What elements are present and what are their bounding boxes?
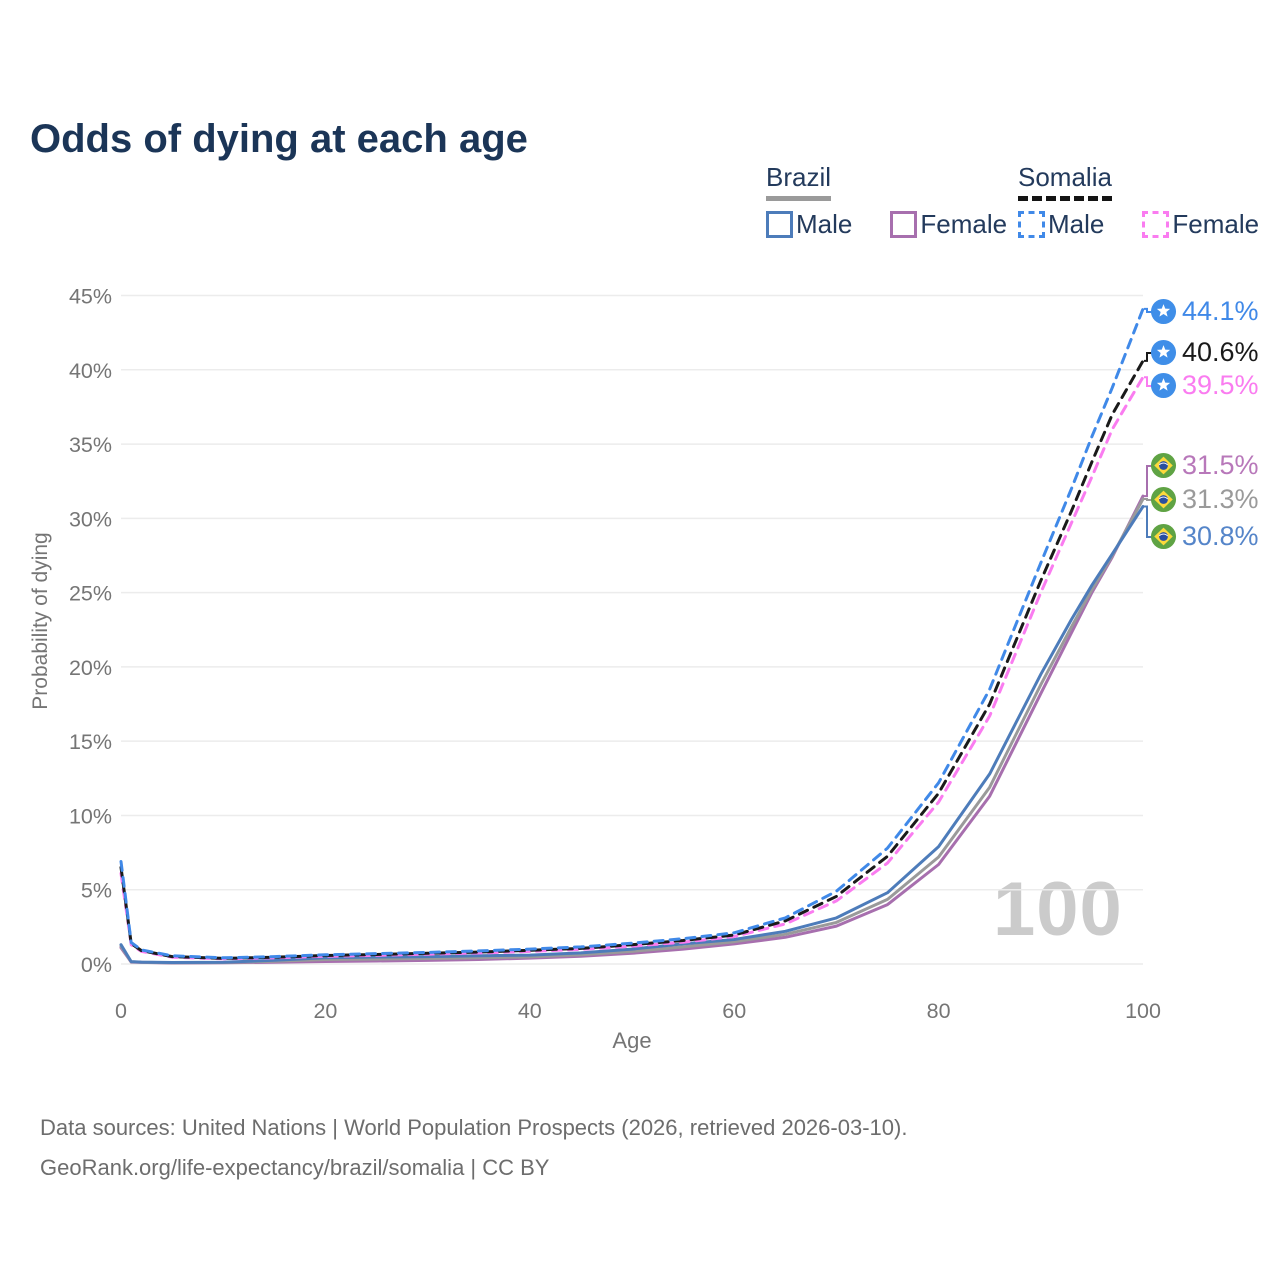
end-label-value: 31.3% <box>1182 484 1259 514</box>
y-tick-label-45: 45% <box>69 285 112 309</box>
y-tick-label-25: 25% <box>69 582 112 606</box>
label-connector-brazil_female <box>1144 465 1152 498</box>
brazil-flag-icon <box>1150 523 1177 550</box>
somalia-flag-icon <box>1150 372 1177 399</box>
end-label-somalia-both[interactable]: 40.6% <box>1150 337 1259 368</box>
y-tick-label-0: 0% <box>81 953 112 977</box>
end-label-value: 31.5% <box>1182 450 1259 480</box>
data-source-line2: GeoRank.org/life-expectancy/brazil/somal… <box>40 1155 550 1180</box>
end-label-value: 39.5% <box>1182 370 1259 400</box>
legend-item-somalia-male[interactable]: Male <box>1018 209 1104 240</box>
brazil-flag-icon <box>1150 452 1177 479</box>
y-tick-label-20: 20% <box>69 656 112 680</box>
x-tick-label-0: 0 <box>115 999 127 1023</box>
end-label-somalia-male[interactable]: 44.1% <box>1150 296 1259 327</box>
label-connector-brazil_total <box>1144 498 1152 501</box>
somalia-female-swatch-icon <box>1142 211 1170 238</box>
label-connector-brazil_male <box>1144 505 1152 538</box>
legend-country-somalia[interactable]: Somalia <box>1018 162 1112 201</box>
x-axis-title: Age <box>612 1028 652 1053</box>
y-tick-label-15: 15% <box>69 730 112 754</box>
end-label-value: 40.6% <box>1182 337 1259 367</box>
series-line-brazil_total[interactable] <box>119 497 1145 965</box>
legend-label-somalia-male: Male <box>1048 209 1105 239</box>
y-tick-label-5: 5% <box>81 879 112 903</box>
end-label-brazil-both[interactable]: 31.3% <box>1150 484 1259 515</box>
end-label-value: 30.8% <box>1182 521 1259 551</box>
somalia-flag-icon <box>1150 339 1177 366</box>
end-label-brazil-female[interactable]: 31.5% <box>1150 450 1259 481</box>
end-label-brazil-male[interactable]: 30.8% <box>1150 521 1259 552</box>
chart-watermark: 100 <box>993 867 1123 952</box>
series-line-brazil_male[interactable] <box>119 505 1145 964</box>
x-tick-label-60: 60 <box>722 999 746 1023</box>
end-label-somalia-female[interactable]: 39.5% <box>1150 370 1259 401</box>
legend-item-somalia-female[interactable]: Female <box>1142 209 1259 240</box>
label-connector-somalia_total <box>1144 352 1152 362</box>
legend-label-somalia-female: Female <box>1172 209 1260 239</box>
data-source-note: Data sources: United Nations | World Pop… <box>40 1108 907 1188</box>
y-tick-label-35: 35% <box>69 433 112 457</box>
x-tick-label-100: 100 <box>1125 999 1161 1023</box>
y-tick-label-10: 10% <box>69 804 112 828</box>
legend-country-brazil[interactable]: Brazil <box>766 162 832 201</box>
data-source-line1: Data sources: United Nations | World Pop… <box>40 1115 908 1140</box>
series-line-somalia_male[interactable] <box>119 307 1145 960</box>
x-tick-label-20: 20 <box>313 999 337 1023</box>
legend-label-brazil-male: Male <box>796 209 853 239</box>
series-line-somalia_female[interactable] <box>119 375 1145 961</box>
label-connector-somalia_female <box>1144 376 1152 387</box>
x-tick-label-40: 40 <box>518 999 542 1023</box>
mortality-line-chart[interactable]: 0% 5% 10% 15% 20% 25% 30% 35% 40% 45% 0 20 40 60 80 100 <box>0 0 1280 1080</box>
end-label-value: 44.1% <box>1182 296 1259 326</box>
legend-item-brazil-male[interactable]: Male <box>766 209 852 240</box>
somalia-male-swatch-icon <box>1018 211 1045 238</box>
somalia-flag-icon <box>1150 298 1177 325</box>
legend-group-brazil: Brazil Male Female <box>766 162 1007 240</box>
brazil-female-swatch-icon <box>890 211 918 238</box>
series-line-brazil_female[interactable] <box>119 494 1145 965</box>
legend-item-brazil-female[interactable]: Female <box>890 209 1007 240</box>
x-tick-label-80: 80 <box>927 999 951 1023</box>
brazil-flag-icon <box>1150 486 1177 513</box>
y-tick-label-30: 30% <box>69 507 112 531</box>
label-connector-somalia_male <box>1144 307 1152 313</box>
brazil-male-swatch-icon <box>766 211 793 238</box>
page-title: Odds of dying at each age <box>30 116 528 161</box>
series-line-somalia_total[interactable] <box>119 359 1145 960</box>
y-tick-label-40: 40% <box>69 359 112 383</box>
legend-label-brazil-female: Female <box>920 209 1008 239</box>
legend-group-somalia: Somalia Male Female <box>1018 162 1259 240</box>
